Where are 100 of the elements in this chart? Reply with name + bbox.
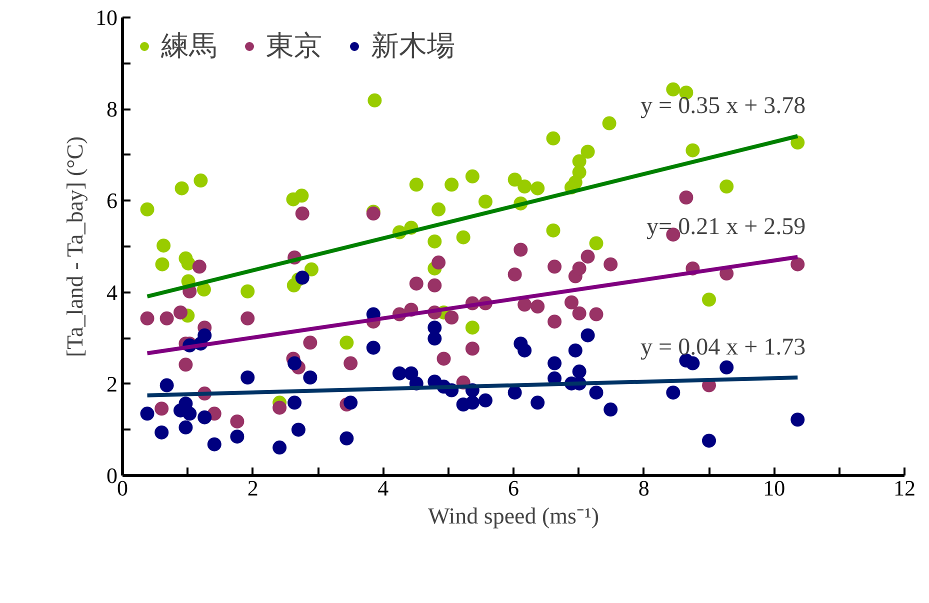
point — [192, 260, 206, 274]
point — [508, 267, 522, 282]
point — [572, 261, 586, 276]
point — [518, 343, 532, 358]
point — [154, 425, 169, 440]
point — [174, 181, 189, 196]
point — [604, 402, 618, 417]
point — [679, 190, 694, 204]
x-tick-label: 6 — [508, 476, 519, 500]
point — [478, 393, 492, 408]
point — [790, 257, 805, 272]
point — [456, 230, 470, 244]
point — [548, 260, 562, 274]
point — [444, 310, 459, 324]
y-tick-label: 8 — [106, 96, 118, 122]
point — [666, 82, 680, 96]
point — [589, 307, 604, 322]
point — [291, 422, 306, 437]
point — [295, 270, 310, 285]
point — [140, 202, 154, 216]
point — [518, 180, 532, 194]
point — [604, 257, 618, 272]
point — [140, 406, 154, 421]
point — [518, 298, 532, 312]
point — [508, 172, 522, 187]
point — [240, 284, 255, 298]
y-tick-label: 4 — [106, 280, 118, 305]
point — [720, 360, 734, 374]
point — [154, 402, 169, 416]
point — [444, 178, 459, 192]
point — [530, 396, 545, 410]
point — [432, 202, 446, 216]
point — [790, 412, 805, 427]
point — [366, 340, 380, 355]
y-tick-label: 2 — [106, 371, 118, 396]
point — [303, 370, 318, 384]
point — [720, 180, 734, 194]
point — [288, 396, 302, 410]
point — [240, 370, 255, 384]
point — [530, 181, 545, 196]
point — [546, 223, 560, 238]
point — [478, 194, 492, 209]
point — [174, 305, 188, 320]
point — [686, 143, 700, 158]
point — [182, 406, 197, 421]
y-axis-title: [Ta_land - Ta_bay] (°C) — [62, 136, 88, 358]
point — [465, 396, 480, 410]
point — [686, 356, 700, 370]
point — [702, 292, 716, 307]
point — [198, 328, 212, 342]
point — [465, 342, 480, 356]
legend-label: 練馬 — [161, 29, 217, 63]
legend-label: 東京 — [266, 29, 322, 63]
x-tick-label: 8 — [638, 476, 650, 500]
point — [564, 295, 578, 310]
point — [404, 366, 418, 380]
point — [428, 234, 442, 248]
point — [666, 386, 680, 400]
point — [589, 386, 604, 400]
y-tick-label: 10 — [96, 5, 118, 30]
point — [572, 364, 586, 379]
x-tick-label: 2 — [247, 476, 258, 500]
point — [344, 396, 358, 410]
annotation: y = 0.04 x + 1.73 — [640, 334, 806, 360]
point — [409, 276, 424, 291]
point — [568, 343, 582, 358]
point — [432, 256, 446, 270]
point — [160, 311, 174, 326]
point — [272, 440, 287, 455]
point — [230, 430, 244, 444]
point — [530, 300, 545, 314]
point — [548, 314, 562, 329]
point — [178, 420, 193, 434]
x-axis-title: Wind speed (ms⁻¹) — [428, 504, 600, 528]
point — [140, 311, 154, 326]
point — [580, 250, 595, 264]
point — [194, 174, 208, 188]
point — [508, 386, 522, 400]
point — [272, 400, 287, 415]
point — [240, 311, 255, 326]
x-tick-label: 12 — [894, 476, 916, 500]
point — [156, 238, 171, 253]
point — [368, 93, 382, 108]
point — [392, 366, 406, 380]
point — [436, 352, 451, 366]
point — [294, 188, 309, 203]
point — [602, 116, 616, 130]
x-tick-label: 10 — [763, 476, 786, 500]
point — [196, 282, 211, 297]
point — [790, 136, 805, 150]
point — [572, 306, 586, 320]
point — [465, 169, 480, 184]
point — [548, 356, 562, 370]
point — [340, 336, 354, 350]
point — [207, 437, 222, 452]
annotation: y = 0.35 x + 3.78 — [640, 93, 806, 120]
point — [465, 320, 480, 335]
point — [181, 256, 196, 270]
point — [702, 434, 716, 448]
point — [295, 206, 310, 221]
